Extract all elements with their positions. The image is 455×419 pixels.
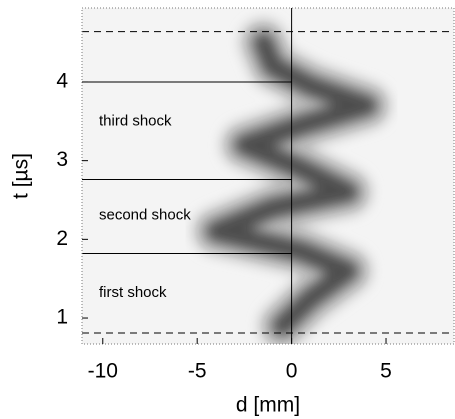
trajectory — [206, 32, 378, 336]
plot — [82, 8, 454, 344]
y-tick-label: 4 — [56, 70, 68, 93]
annotation: first shock — [99, 284, 167, 301]
x-tick-label: 5 — [380, 360, 392, 383]
y-tick-label: 1 — [56, 306, 68, 329]
x-tick-label: 0 — [286, 360, 298, 383]
x-axis-label: d [mm] — [236, 394, 300, 417]
annotation: third shock — [99, 112, 172, 129]
y-axis-label: t [µs] — [10, 153, 33, 199]
y-tick-label: 3 — [56, 148, 68, 171]
x-tick-label: -5 — [188, 360, 207, 383]
x-tick-label: -10 — [88, 360, 118, 383]
plot-frame — [81, 7, 455, 345]
annotation: second shock — [99, 207, 191, 224]
y-tick-label: 2 — [56, 227, 68, 250]
